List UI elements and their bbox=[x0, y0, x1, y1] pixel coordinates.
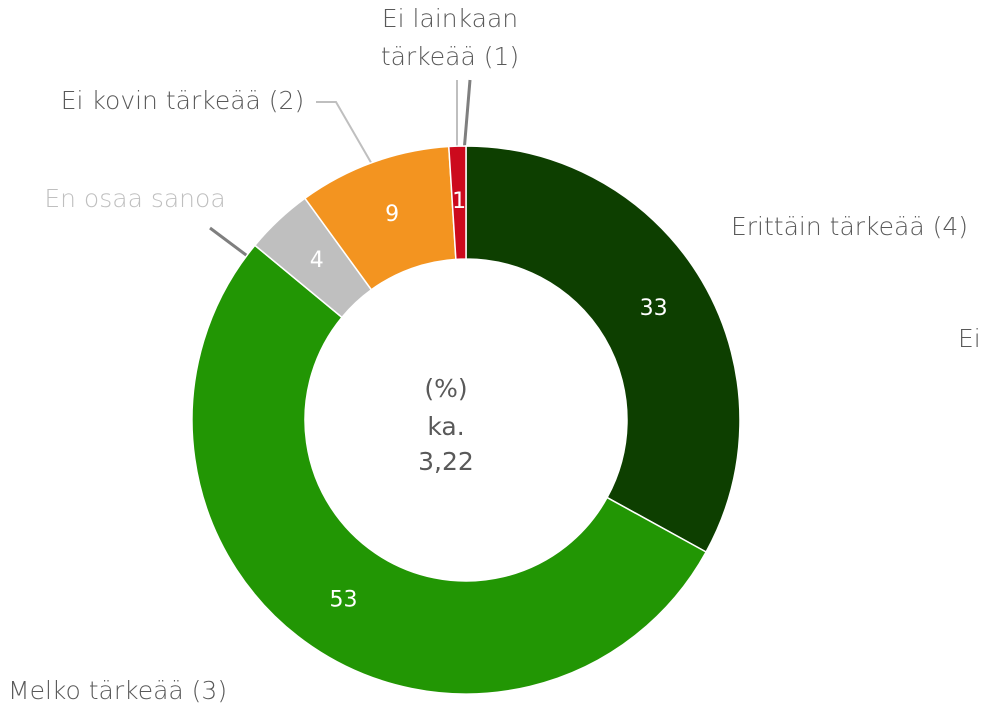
annotation: Ei bbox=[958, 324, 981, 353]
leader-line bbox=[316, 101, 374, 167]
category-label: Ei lainkaan tärkeää (1) bbox=[380, 4, 520, 71]
category-label: Melko tärkeää (3) bbox=[8, 676, 228, 705]
category-label: Erittäin tärkeää (4) bbox=[730, 212, 969, 241]
category-label: En osaa sanoa bbox=[44, 184, 226, 213]
center-text: 3,22 bbox=[418, 447, 474, 476]
value-label: 4 bbox=[310, 248, 324, 273]
donut-slice bbox=[191, 244, 708, 695]
value-label: 9 bbox=[385, 202, 399, 227]
value-label: 1 bbox=[452, 189, 466, 214]
value-label: 33 bbox=[640, 296, 668, 321]
value-label: 53 bbox=[329, 587, 357, 612]
leader-line bbox=[462, 79, 472, 153]
donut-slice bbox=[447, 145, 467, 261]
donut-slice bbox=[465, 145, 741, 554]
center-text: (%) bbox=[424, 374, 467, 403]
category-label: Ei kovin tärkeää (2) bbox=[60, 86, 305, 115]
center-text: ka. bbox=[427, 412, 464, 441]
